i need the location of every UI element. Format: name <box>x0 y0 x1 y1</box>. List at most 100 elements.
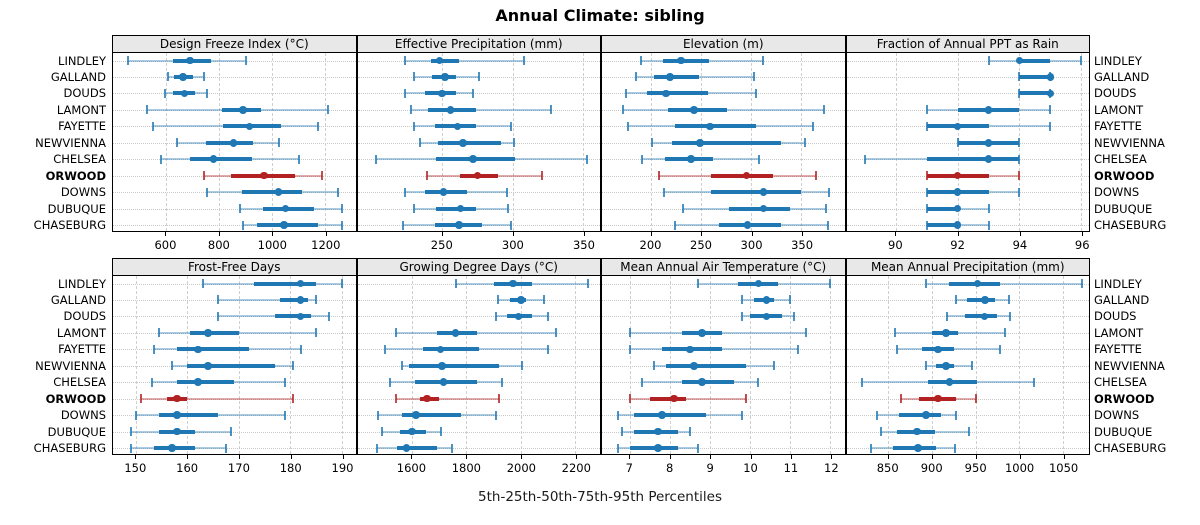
median-dot <box>698 378 706 386</box>
site-label-newvienna: NEWVIENNA <box>1094 135 1165 150</box>
bar-25th-75th <box>672 140 782 145</box>
cap-95th <box>1018 171 1021 181</box>
x-axis: 90 92 94 96 <box>846 232 1091 256</box>
site-label-lindley: LINDLEY <box>1094 276 1142 291</box>
cap-95th <box>521 361 524 371</box>
median-dot <box>173 427 181 436</box>
x-gridline <box>290 276 292 454</box>
bar-25th-75th <box>966 297 995 302</box>
row-labels-right: LINDLEY GALLAND DOUDS LAMONT FAYETTE NEWVIENN… <box>1094 53 1200 233</box>
cap-5th <box>869 443 872 453</box>
median-dot <box>687 155 695 163</box>
cap-5th <box>864 154 867 164</box>
bar-25th-75th <box>647 91 709 96</box>
cap-5th <box>629 328 632 338</box>
site-label-chaseburg: CHASEBURG <box>33 441 106 455</box>
bar-25th-75th <box>926 206 958 211</box>
x-tick-label: 150 <box>124 461 147 475</box>
cap-5th <box>383 344 386 354</box>
cap-5th <box>404 88 407 98</box>
cap-5th <box>925 105 928 115</box>
median-dot <box>984 139 993 147</box>
cap-95th <box>586 279 589 288</box>
bar-25th-75th <box>436 206 476 211</box>
cap-5th <box>635 72 638 82</box>
row-gridline <box>602 60 845 62</box>
x-gridline <box>325 53 327 231</box>
bar-25th-75th <box>634 413 707 418</box>
cap-95th <box>291 394 294 404</box>
x-tick-label: 250 <box>430 238 453 252</box>
x-tick-label: 300 <box>501 238 524 252</box>
x-gridline <box>166 53 167 231</box>
cap-5th <box>899 394 902 404</box>
cap-5th <box>135 410 138 420</box>
row-labels-left: LINDLEY GALLAND DOUDS LAMONT FAYETTE NEWVIENN… <box>0 276 106 456</box>
cap-5th <box>412 121 415 131</box>
x-tick-mark <box>957 232 959 236</box>
cap-95th <box>244 56 247 65</box>
whisker-5th-95th <box>395 397 500 400</box>
cap-95th <box>987 204 990 214</box>
cap-95th <box>968 427 971 437</box>
x-tick-label: 160 <box>176 461 199 475</box>
x-gridline <box>583 53 585 231</box>
cap-5th <box>954 295 957 305</box>
median-dot <box>204 362 212 370</box>
cap-5th <box>153 344 156 354</box>
median-dot <box>942 362 950 370</box>
cap-95th <box>789 295 792 305</box>
x-tick-label: 2000 <box>506 461 536 475</box>
median-dot <box>914 444 922 452</box>
cap-5th <box>410 105 413 115</box>
x-tick-mark <box>165 232 167 236</box>
row-gridline <box>846 431 1089 433</box>
cap-5th <box>622 105 625 115</box>
median-dot <box>439 378 448 386</box>
median-dot <box>274 188 283 196</box>
panel-strip-title: Mean Annual Air Temperature (°C) <box>601 258 846 276</box>
cap-95th <box>823 105 826 115</box>
cap-95th <box>1018 154 1021 164</box>
cap-95th <box>498 394 501 404</box>
bar-25th-75th <box>205 140 254 145</box>
cap-95th <box>477 72 480 82</box>
median-dot <box>686 345 694 354</box>
panel-plot-area <box>601 275 846 455</box>
x-tick-mark <box>669 455 671 459</box>
x-gridline <box>888 276 890 454</box>
row-gridline <box>602 415 845 417</box>
cap-5th <box>146 105 149 115</box>
cap-5th <box>401 220 404 230</box>
cap-95th <box>1018 187 1021 197</box>
x-tick-label: 8 <box>666 461 674 475</box>
median-dot <box>438 362 446 370</box>
bar-25th-75th <box>1019 91 1051 96</box>
cap-5th <box>945 311 948 321</box>
x-tick-label: 1000 <box>1004 461 1035 475</box>
cap-5th <box>880 427 883 437</box>
x-tick-label: 96 <box>1074 238 1090 252</box>
bar-25th-75th <box>663 58 710 63</box>
cap-5th <box>627 121 630 131</box>
x-tick-mark <box>576 455 578 459</box>
cap-95th <box>507 204 510 214</box>
median-dot <box>742 171 751 180</box>
panel-strip-title: Frost-Free Days <box>112 258 357 276</box>
row-gridline <box>602 283 845 285</box>
median-dot <box>754 279 763 288</box>
median-dot <box>762 312 771 321</box>
x-tick-mark <box>650 232 652 236</box>
panel-mean-annual-precipitation-mm: Mean Annual Precipitation (mm) 850 900 950 1… <box>845 258 1090 479</box>
cap-95th <box>510 121 513 131</box>
x-tick-label: 350 <box>572 238 595 252</box>
whisker-5th-95th <box>630 397 747 400</box>
site-label-newvienna: NEWVIENNA <box>35 135 106 150</box>
x-axis: 250 300 350 <box>357 232 602 256</box>
row-gridline <box>846 225 1089 226</box>
whisker-5th-95th <box>926 125 1051 128</box>
bar-25th-75th <box>682 380 735 385</box>
row-gridline <box>113 208 356 210</box>
bar-25th-75th <box>711 173 774 178</box>
x-gridline <box>750 276 752 454</box>
